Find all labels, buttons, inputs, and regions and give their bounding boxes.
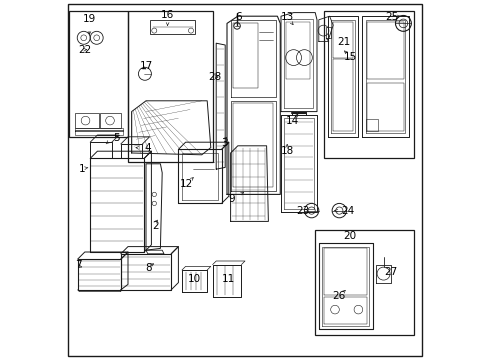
Text: 3: 3 [221,138,228,148]
Text: 18: 18 [280,146,294,156]
Text: 6: 6 [236,12,242,22]
Text: 26: 26 [333,291,346,301]
Text: 10: 10 [188,274,201,284]
Bar [75,113,99,128]
Text: 14: 14 [286,116,299,126]
Text: 12: 12 [180,179,193,189]
Text: 20: 20 [343,231,356,241]
Text: 15: 15 [344,52,357,62]
Text: 17: 17 [140,61,153,71]
Bar [324,11,414,158]
Text: 23: 23 [296,206,310,216]
Text: 22: 22 [79,45,92,55]
Text: 8: 8 [145,263,151,273]
Text: 13: 13 [280,12,294,22]
Bar [128,11,213,162]
Text: 16: 16 [161,10,174,20]
Bar [149,20,195,34]
Text: 11: 11 [222,274,235,284]
Text: 19: 19 [83,14,96,24]
Text: 9: 9 [228,194,235,204]
Text: 28: 28 [208,72,221,82]
Bar [100,113,121,128]
Text: 7: 7 [75,260,82,270]
Text: 2: 2 [152,221,159,231]
Bar [69,11,128,137]
Text: 27: 27 [385,267,398,277]
Text: 24: 24 [342,206,355,216]
Bar [75,128,122,135]
Text: 5: 5 [113,133,120,143]
Text: 25: 25 [385,12,398,22]
Text: 4: 4 [145,143,151,153]
Text: 1: 1 [79,164,85,174]
Text: 21: 21 [337,37,350,48]
Bar [315,230,414,335]
